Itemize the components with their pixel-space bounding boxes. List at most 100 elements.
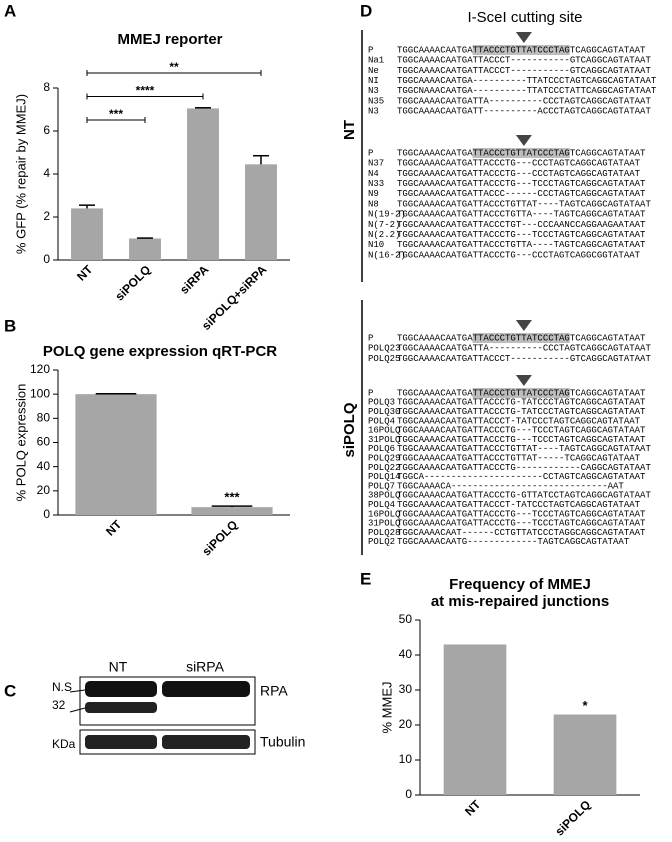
y-tick-label: 4	[43, 166, 50, 180]
blot-marker: KDa	[52, 737, 76, 751]
sample-name: N33	[368, 179, 384, 189]
sequence: TGGCAAAACAATGATTACCCT-----------GTCAGGCA…	[397, 354, 651, 364]
sequence: TGGCAAAACA-----------------------------A…	[397, 481, 624, 491]
chart-title: MMEJ reporter	[117, 31, 222, 48]
sequence: TGGCAAAACAATGATTACCCT-----------GTCAGGCA…	[397, 66, 651, 76]
sample-name: N37	[368, 159, 384, 169]
sequence: TGGCAAAACAATGATTACCCTG-GTTATCCTAGTCAGGCA…	[397, 491, 651, 501]
y-tick-label: 100	[30, 386, 50, 400]
bar	[443, 644, 507, 795]
sample-name: POLQ23	[368, 344, 400, 354]
y-tick-label: 80	[37, 411, 51, 425]
sequence: TGGCAAAACAATGATTA----------CCCTAGTCAGGCA…	[397, 96, 651, 106]
x-tick-label: siPOLQ	[112, 262, 153, 303]
sample-name: Na1	[368, 56, 384, 66]
sequence: TGGCAAAACAATGATTACCCTG---CCCTAGTCAGGCAGT…	[397, 169, 641, 179]
sample-name: P	[368, 333, 373, 343]
sample-name: 16POLQ	[368, 509, 400, 519]
y-tick-label: 20	[37, 483, 51, 497]
y-tick-label: 2	[43, 209, 50, 223]
bar	[187, 108, 219, 260]
y-tick-label: 20	[399, 717, 413, 731]
chart-title: at mis-repaired junctions	[431, 593, 609, 610]
panel-label: A	[4, 1, 16, 20]
y-tick-label: 50	[399, 612, 413, 626]
y-tick-label: 40	[37, 459, 51, 473]
group-label: siPOLQ	[341, 402, 358, 457]
band	[85, 702, 157, 713]
sample-name: POLQ14	[368, 472, 400, 482]
sequence: TGGCAAAACAATGATTACCCTG---TCCCTAGTCAGGCAG…	[397, 509, 646, 519]
significance-label: ***	[109, 107, 123, 121]
western-blot: NT siRPA N.S 32 KDa RPA Tubulin	[52, 659, 305, 755]
sample-name: Ne	[368, 66, 379, 76]
sample-name: POLQ3	[368, 398, 395, 408]
sequence: TGGCAAAACAATGATTACCCT-----------GTCAGGCA…	[397, 56, 651, 66]
sequence: TGGCAAAACAATGATT----------ACCCTAGTCAGGCA…	[397, 107, 651, 117]
chart-title: POLQ gene expression qRT-PCR	[43, 343, 277, 360]
sequence: TGGCAAAACAATGATTACCCTGTTATCCCTAGTCAGGCAG…	[397, 45, 646, 55]
sample-name: 31POLQ	[368, 519, 400, 529]
sample-name: POLQ30	[368, 407, 400, 417]
highlight	[472, 333, 570, 343]
sequence: TGGCAAAACAATGATTACCCTG------------CAGGCA…	[397, 463, 651, 473]
group-label: NT	[341, 120, 358, 140]
sample-name: POLQ22	[368, 463, 400, 473]
band	[85, 735, 157, 749]
y-tick-label: 10	[399, 752, 413, 766]
sample-name: N9	[368, 189, 379, 199]
highlight	[472, 45, 570, 55]
cut-site-marker	[515, 32, 532, 43]
sequence: TGGCAAAACAATGATTACCCTGT---CCCAANCCAGGAAG…	[397, 220, 646, 230]
x-tick-label: siPOLQ	[199, 517, 240, 558]
sequence: TGGCAAAACAATGATTACCCTGTTATCCCTAGTCAGGCAG…	[397, 148, 646, 158]
bar	[553, 714, 617, 795]
sequence: TGGCAAAACAATGATTACCCTG-TATCCCTAGTCAGGCAG…	[397, 398, 646, 408]
panel-label: E	[360, 569, 371, 588]
sequence: TGGCAAAACAAT------CCTGTTATCCCTAGGCAGGCAG…	[397, 528, 646, 538]
sequence: TGGCAAAACAATGA----------TTATCCCTAGTCAGGC…	[397, 76, 657, 86]
sample-name: N8	[368, 199, 379, 209]
sample-name: N3	[368, 107, 379, 117]
sequence: TGGCAAAACAATGATTACCCTG---TCCCTAGTCAGGCAG…	[397, 179, 646, 189]
sequence: TGGCA----------------------CCTAGTCAGGCAG…	[397, 472, 646, 482]
x-tick-label: NT	[462, 797, 484, 819]
y-tick-label: 40	[399, 647, 413, 661]
sequence: TGGCAAAACAATGATTACCCTGTTATCCCTAGTCAGGCAG…	[397, 333, 646, 343]
alignment-title: I-SceI cutting site	[467, 9, 582, 26]
band	[85, 681, 157, 697]
y-tick-label: 0	[43, 507, 50, 521]
sample-name: N3	[368, 86, 379, 96]
cut-site-marker	[515, 375, 532, 386]
significance-label: ***	[224, 490, 240, 505]
pointer	[69, 689, 86, 693]
sample-name: POLQ7	[368, 481, 395, 491]
sequence: TGGCAAAACAATGATTACCCTGTTA----TAGTCAGGCAG…	[397, 240, 646, 250]
pointer	[69, 707, 86, 713]
sequence: TGGCAAAACAATGATTACCCTGTTA----TAGTCAGGCAG…	[397, 210, 646, 220]
y-tick-label: 120	[30, 362, 50, 376]
sequence: TGGCAAAACAATGATTACCCTGTTAT-----TCAGGCAGT…	[397, 453, 641, 463]
sample-name: N(19-2)	[368, 210, 406, 220]
significance-label: **	[169, 60, 179, 74]
sample-name: N(16-2)	[368, 250, 406, 260]
significance-label: ****	[136, 84, 155, 98]
y-axis-label: % POLQ expression	[13, 384, 28, 502]
highlight	[472, 148, 570, 158]
blot-marker: N.S	[52, 680, 72, 694]
sample-name: 38POLQ	[368, 491, 400, 501]
sequence: TGGCAAAACAATGATTACCCTG---TCCCTAGTCAGGCAG…	[397, 426, 646, 436]
x-tick-label: siPOLQ	[552, 797, 593, 838]
sample-name: N(2.2)	[368, 230, 400, 240]
cut-site-marker	[515, 135, 532, 146]
sequence: TGGCAAAACAATGATTACCCTG---CCCTAGTCAGGCAGT…	[397, 159, 641, 169]
sequence: TGGCAAAACAATGATTA----------CCCTAGTCAGGCA…	[397, 344, 651, 354]
sample-name: 31POLQ	[368, 435, 400, 445]
sample-name: POLQ4	[368, 416, 395, 426]
sequence: TGGCAAAACAATGATTACCCTGTTATCCCTAGTCAGGCAG…	[397, 388, 646, 398]
bar	[71, 208, 103, 260]
sequence: TGGCAAAACAATGATTACCC------CCCTAGTCAGGCAG…	[397, 189, 646, 199]
sequence: TGGCAAAACAATGATTACCCT-TATCCCTAGTCAGGCAGT…	[397, 416, 641, 426]
sample-name: POLQ25	[368, 354, 400, 364]
blot-column: NT	[109, 659, 128, 675]
